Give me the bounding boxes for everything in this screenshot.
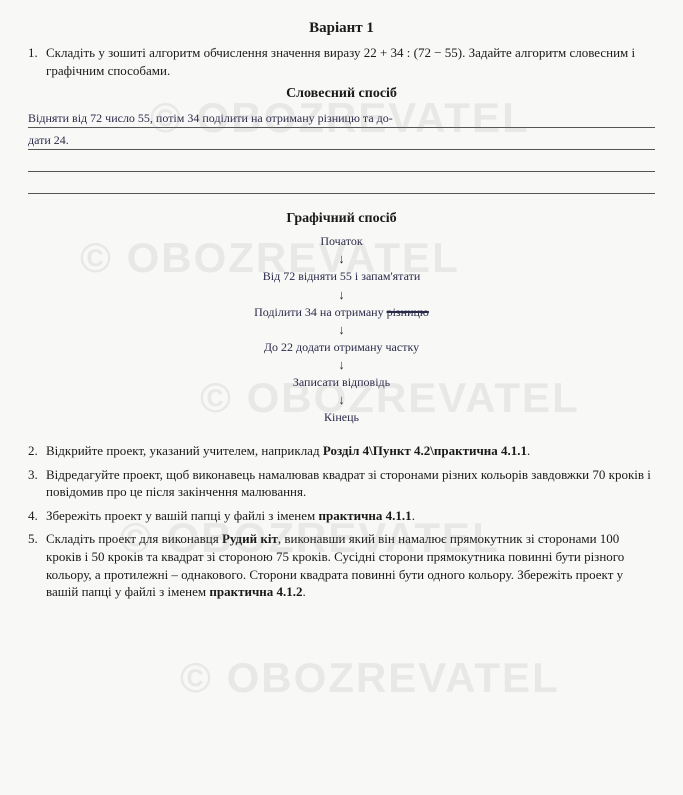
task-5-number: 5. bbox=[28, 530, 46, 600]
flow-step-2: Поділити 34 на отриману різницю bbox=[28, 304, 655, 320]
blank-line-2 bbox=[28, 174, 655, 194]
task-5-text-c: . bbox=[303, 584, 306, 599]
task-2-text-a: Відкрийте проект, указаний учителем, нап… bbox=[46, 443, 323, 458]
flow-step-2b-scratch: різницю bbox=[387, 305, 429, 319]
task-4-number: 4. bbox=[28, 507, 46, 525]
flow-step-2a: Поділити 34 на отриману bbox=[254, 305, 384, 319]
task-4-text-b: . bbox=[412, 508, 415, 523]
verbal-method-title: Словесний спосіб bbox=[28, 85, 655, 104]
arrow-icon: ↓ bbox=[28, 288, 655, 301]
task-1-number: 1. bbox=[28, 44, 46, 79]
arrow-icon: ↓ bbox=[28, 358, 655, 371]
task-3-number: 3. bbox=[28, 466, 46, 501]
task-3-text: Відредагуйте проект, щоб виконавець нама… bbox=[46, 466, 655, 501]
flowchart: Початок ↓ Від 72 відняти 55 і запам'ятат… bbox=[28, 233, 655, 425]
variant-title: Варіант 1 bbox=[28, 18, 655, 38]
task-5: 5. Складіть проект для виконавця Рудий к… bbox=[28, 530, 655, 600]
task-5-bold-1: Рудий кіт bbox=[222, 531, 278, 546]
task-4-body: Збережіть проект у вашій папці у файлі з… bbox=[46, 507, 655, 525]
task-4: 4. Збережіть проект у вашій папці у файл… bbox=[28, 507, 655, 525]
task-5-body: Складіть проект для виконавця Рудий кіт,… bbox=[46, 530, 655, 600]
task-4-bold: практична 4.1.1 bbox=[319, 508, 412, 523]
blank-line-1 bbox=[28, 152, 655, 172]
task-2-bold: Розділ 4\Пункт 4.2\практична 4.1.1 bbox=[323, 443, 527, 458]
arrow-icon: ↓ bbox=[28, 252, 655, 265]
task-2-text-b: . bbox=[527, 443, 530, 458]
flow-start: Початок bbox=[28, 233, 655, 249]
arrow-icon: ↓ bbox=[28, 393, 655, 406]
task-1: 1. Складіть у зошиті алгоритм обчислення… bbox=[28, 44, 655, 79]
arrow-icon: ↓ bbox=[28, 323, 655, 336]
task-5-text-a: Складіть проект для виконавця bbox=[46, 531, 222, 546]
flow-step-1: Від 72 відняти 55 і запам'ятати bbox=[28, 268, 655, 284]
task-4-text-a: Збережіть проект у вашій папці у файлі з… bbox=[46, 508, 319, 523]
watermark: © OBOZREVATEL bbox=[180, 650, 560, 707]
graphic-method-title: Графічний спосіб bbox=[28, 210, 655, 229]
task-1-text: Складіть у зошиті алгоритм обчислення зн… bbox=[46, 44, 655, 79]
task-5-bold-2: практична 4.1.2 bbox=[209, 584, 302, 599]
task-2-number: 2. bbox=[28, 442, 46, 460]
task-3: 3. Відредагуйте проект, щоб виконавець н… bbox=[28, 466, 655, 501]
flow-step-3: До 22 додати отриману частку bbox=[28, 339, 655, 355]
handwriting-line-1: Відняти від 72 число 55, потім 34 поділи… bbox=[28, 108, 655, 128]
task-2-body: Відкрийте проект, указаний учителем, нап… bbox=[46, 442, 655, 460]
flow-end: Кінець bbox=[28, 409, 655, 425]
flow-step-4: Записати відповідь bbox=[28, 374, 655, 390]
handwriting-line-2: дати 24. bbox=[28, 130, 655, 150]
task-2: 2. Відкрийте проект, указаний учителем, … bbox=[28, 442, 655, 460]
